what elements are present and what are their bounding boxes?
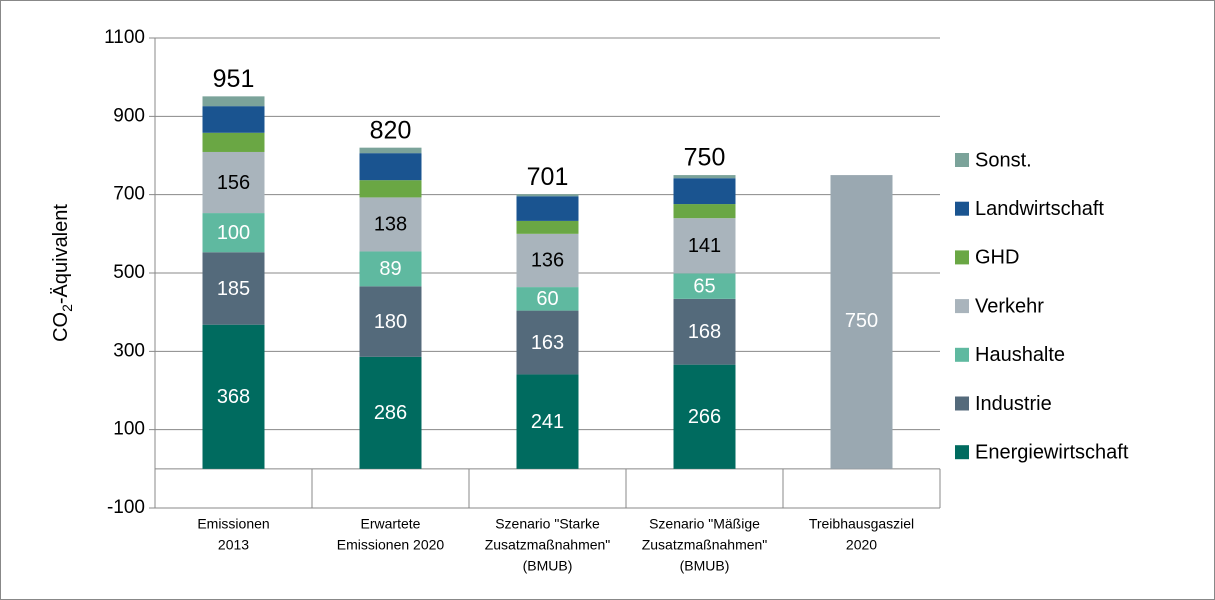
legend-label: Landwirtschaft [975, 198, 1104, 220]
bar-segment [359, 251, 422, 287]
legend-label: Energiewirtschaft [975, 441, 1129, 463]
y-axis-label-part: -Äquivalent [50, 204, 72, 305]
legend-swatch [955, 396, 969, 411]
target-label: 750 [845, 310, 878, 332]
x-tick-label: Emissionen [197, 516, 269, 532]
data-label: 89 [379, 258, 401, 280]
y-tick-label: 900 [113, 105, 145, 126]
data-label: 368 [217, 386, 250, 408]
data-label: 185 [217, 278, 250, 300]
bar-segment [202, 151, 265, 214]
data-label: 266 [688, 406, 721, 428]
y-axis-label: CO2-Äquivalent [50, 204, 74, 342]
y-tick-label: 700 [113, 184, 145, 205]
bar-segment [202, 106, 265, 133]
bar-segment [359, 147, 422, 154]
data-label: 156 [217, 172, 250, 194]
total-label: 820 [370, 116, 412, 144]
bar-segment [359, 286, 422, 357]
legend-swatch [955, 153, 969, 167]
x-tick-label: Emissionen 2020 [337, 537, 445, 553]
bar-segment [202, 252, 265, 325]
legend-label: Sonst. [975, 149, 1032, 171]
data-label: 168 [688, 321, 721, 343]
x-tick-label: 2013 [218, 537, 249, 553]
legend-swatch [955, 250, 969, 265]
bar-segment [516, 220, 579, 234]
x-tick-label: Erwartete [361, 516, 421, 532]
data-label: 141 [688, 235, 721, 257]
bar-segment [202, 96, 265, 107]
data-label: 100 [217, 222, 250, 244]
bar-segment [673, 364, 736, 469]
bar-segment [202, 324, 265, 469]
bar-segment [516, 196, 579, 221]
legend-label: Haushalte [975, 344, 1065, 366]
data-label: 60 [536, 288, 558, 310]
bar-segment [673, 298, 736, 365]
legend-label: GHD [975, 247, 1019, 269]
data-label: 163 [531, 332, 564, 354]
y-axis-label-sub: 2 [59, 304, 75, 312]
legend-label: Verkehr [975, 295, 1044, 317]
bar-segment [516, 233, 579, 288]
y-axis-label-part: CO [50, 312, 72, 342]
x-tick-label: Szenario "Mäßige [649, 516, 760, 532]
bar-segment [516, 194, 579, 197]
legend-swatch [955, 299, 969, 314]
x-tick-label: Szenario "Starke [495, 516, 600, 532]
bar-segment [673, 175, 736, 179]
bar-segment [673, 273, 736, 299]
bar-segment [516, 310, 579, 375]
data-label: 180 [374, 311, 407, 333]
y-tick-label: 300 [113, 340, 145, 361]
data-label: 241 [531, 411, 564, 433]
x-tick-label: 2020 [846, 537, 877, 553]
total-label: 750 [684, 144, 726, 172]
bar-segment [516, 374, 579, 469]
bar-segment [359, 180, 422, 198]
bar-segment [516, 287, 579, 311]
target-bar [830, 175, 893, 469]
bar-segment [673, 218, 736, 274]
bar-segment [673, 178, 736, 205]
legend-swatch [955, 445, 969, 460]
legend-swatch [955, 347, 969, 362]
data-label: 286 [374, 402, 407, 424]
bar-segment [359, 153, 422, 181]
legend-swatch [955, 201, 969, 216]
x-tick-label: Zusatzmaßnahmen" [642, 537, 768, 553]
x-tick-label: (BMUB) [680, 558, 730, 574]
bar-segment [359, 356, 422, 469]
x-tick-label: Treibhausgasziel [809, 516, 914, 532]
bar-segment [673, 204, 736, 219]
total-label: 951 [213, 65, 255, 93]
y-tick-label: -100 [107, 497, 145, 518]
bar-segment [359, 197, 422, 252]
bar-segment [202, 213, 265, 253]
data-label: 138 [374, 214, 407, 236]
legend-label: Industrie [975, 393, 1052, 415]
x-tick-label: (BMUB) [523, 558, 573, 574]
y-tick-label: 500 [113, 262, 145, 283]
data-label: 65 [693, 275, 715, 297]
x-tick-label: Zusatzmaßnahmen" [485, 537, 611, 553]
y-tick-label: 1100 [104, 27, 145, 48]
total-label: 701 [527, 163, 569, 191]
data-label: 136 [531, 250, 564, 272]
y-tick-label: 100 [113, 419, 145, 440]
bar-segment [202, 132, 265, 152]
